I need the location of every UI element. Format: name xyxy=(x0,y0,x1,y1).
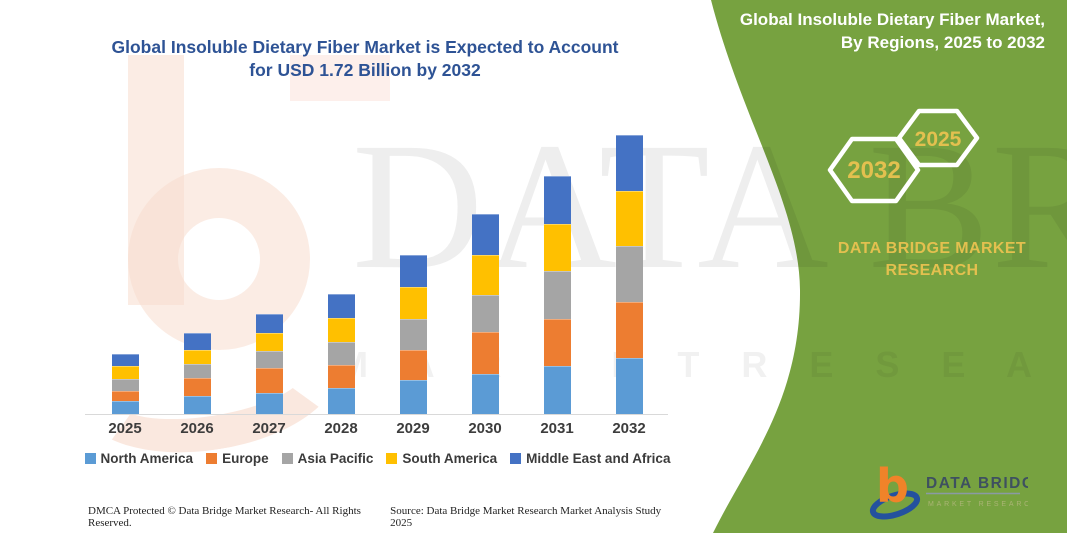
footer-dmca-text: DMCA Protected © Data Bridge Market Rese… xyxy=(88,505,361,529)
bar-segment-middle-east-and-africa xyxy=(255,314,283,333)
bar-segment-asia-pacific xyxy=(471,295,499,332)
bar-segment-south-america xyxy=(183,350,211,364)
bar-segment-middle-east-and-africa xyxy=(111,354,139,366)
stacked-bar-2032 xyxy=(615,135,643,414)
footer: DMCA Protected © Data Bridge Market Rese… xyxy=(88,505,670,529)
hexagon-2032-label: 2032 xyxy=(847,157,900,184)
x-axis-label-2032: 2032 xyxy=(612,420,646,437)
logo-swoosh-icon xyxy=(869,490,921,520)
sidebar-brand-line2: RESEARCH xyxy=(885,262,979,279)
x-axis-label-2025: 2025 xyxy=(108,420,142,437)
bar-segment-middle-east-and-africa xyxy=(615,135,643,191)
legend-item-asia-pacific: Asia Pacific xyxy=(281,451,374,466)
sidebar-title: Global Insoluble Dietary Fiber Market, B… xyxy=(705,8,1045,54)
chart-title: Global Insoluble Dietary Fiber Market is… xyxy=(60,36,670,82)
bar-segment-europe xyxy=(471,332,499,374)
stacked-bar-2028 xyxy=(327,294,355,414)
legend-swatch-icon xyxy=(84,453,96,464)
bar-segment-asia-pacific xyxy=(255,351,283,368)
legend-item-middle-east-and-africa: Middle East and Africa xyxy=(510,451,670,466)
hexagon-2025-outline xyxy=(896,108,980,168)
legend-label: Asia Pacific xyxy=(297,451,374,466)
sidebar-title-line2: By Regions, 2025 to 2032 xyxy=(840,33,1045,52)
hexagon-year-badges: 2032 2025 xyxy=(827,108,980,204)
bar-segment-north-america xyxy=(183,396,211,414)
bar-segment-north-america xyxy=(399,380,427,414)
bar-segment-europe xyxy=(615,302,643,358)
footer-source-text: Source: Data Bridge Market Research Mark… xyxy=(390,505,662,529)
x-axis-label-2031: 2031 xyxy=(540,420,574,437)
legend-label: Middle East and Africa xyxy=(526,451,671,466)
legend-swatch-icon xyxy=(281,453,293,464)
legend-item-north-america: North America xyxy=(84,451,194,466)
sidebar-brand-text: DATA BRIDGE MARKET RESEARCH xyxy=(828,238,1036,282)
bar-segment-asia-pacific xyxy=(543,271,571,319)
stacked-bar-2031 xyxy=(543,176,571,414)
bar-segment-north-america xyxy=(255,393,283,414)
x-axis-label-2027: 2027 xyxy=(252,420,286,437)
x-axis-label-2030: 2030 xyxy=(468,420,502,437)
legend-label: Europe xyxy=(222,451,269,466)
bar-segment-south-america xyxy=(399,287,427,319)
bar-segment-europe xyxy=(111,391,139,401)
bar-segment-asia-pacific xyxy=(327,342,355,365)
bar-segment-middle-east-and-africa xyxy=(183,333,211,350)
legend-swatch-icon xyxy=(510,453,522,464)
bar-segment-north-america xyxy=(543,366,571,414)
plot-area: 2025 2026 2027 2028 2029 2030 2031 2032 xyxy=(85,90,668,437)
sidebar-title-line1: Global Insoluble Dietary Fiber Market, xyxy=(739,10,1045,29)
bar-segment-europe xyxy=(399,350,427,380)
bar-segment-middle-east-and-africa xyxy=(327,294,355,318)
bar-segment-asia-pacific xyxy=(111,379,139,391)
bar-segment-middle-east-and-africa xyxy=(471,214,499,255)
watermark-peach-band xyxy=(290,55,390,101)
data-bridge-logo: b DATA BRIDGE MARKET RESEARCH xyxy=(869,460,1028,520)
x-axis-label-2026: 2026 xyxy=(180,420,214,437)
bar-segment-south-america xyxy=(255,333,283,351)
bar-segment-north-america xyxy=(111,401,139,414)
bar-segment-south-america xyxy=(543,224,571,271)
stacked-bar-2029 xyxy=(399,255,427,414)
legend-item-europe: Europe xyxy=(206,451,269,466)
bar-segment-asia-pacific xyxy=(615,246,643,302)
green-panel-shape xyxy=(711,0,1067,533)
bar-segment-asia-pacific xyxy=(399,319,427,350)
bar-segment-north-america xyxy=(471,374,499,414)
bar-segment-europe xyxy=(255,368,283,393)
hexagon-2032-outline xyxy=(827,136,921,204)
stacked-bar-2027 xyxy=(255,314,283,414)
bar-segment-north-america xyxy=(327,388,355,414)
legend-label: North America xyxy=(100,451,194,466)
chart-title-line2: for USD 1.72 Billion by 2032 xyxy=(249,60,481,80)
chart-title-line1: Global Insoluble Dietary Fiber Market is… xyxy=(111,37,619,57)
sidebar-brand-line1: DATA BRIDGE MARKET xyxy=(837,240,1027,257)
bar-segment-south-america xyxy=(471,255,499,295)
bar-segment-europe xyxy=(543,319,571,366)
bar-segment-north-america xyxy=(615,358,643,414)
bar-segment-europe xyxy=(183,378,211,396)
stacked-bar-2030 xyxy=(471,214,499,414)
x-axis-label-2028: 2028 xyxy=(324,420,358,437)
bar-segment-middle-east-and-africa xyxy=(399,255,427,287)
bar-segment-asia-pacific xyxy=(183,364,211,378)
x-axis-label-2029: 2029 xyxy=(396,420,430,437)
bar-segment-south-america xyxy=(615,191,643,246)
stacked-bar-2026 xyxy=(183,333,211,414)
bar-segment-middle-east-and-africa xyxy=(543,176,571,224)
legend-item-south-america: South America xyxy=(386,451,497,466)
hexagon-2025-label: 2025 xyxy=(915,128,962,151)
logo-sub-text: MARKET RESEARCH xyxy=(928,501,1028,508)
legend-swatch-icon xyxy=(206,453,218,464)
logo-b-icon: b xyxy=(876,460,909,513)
logo-name-text: DATA BRIDGE xyxy=(926,475,1028,492)
legend-label: South America xyxy=(402,451,498,466)
chart-legend: North America Europe Asia Pacific South Ame… xyxy=(84,451,670,466)
stacked-bar-2025 xyxy=(111,354,139,414)
bar-segment-europe xyxy=(327,365,355,388)
bar-segment-south-america xyxy=(111,366,139,379)
bar-segment-south-america xyxy=(327,318,355,342)
legend-swatch-icon xyxy=(386,453,398,464)
